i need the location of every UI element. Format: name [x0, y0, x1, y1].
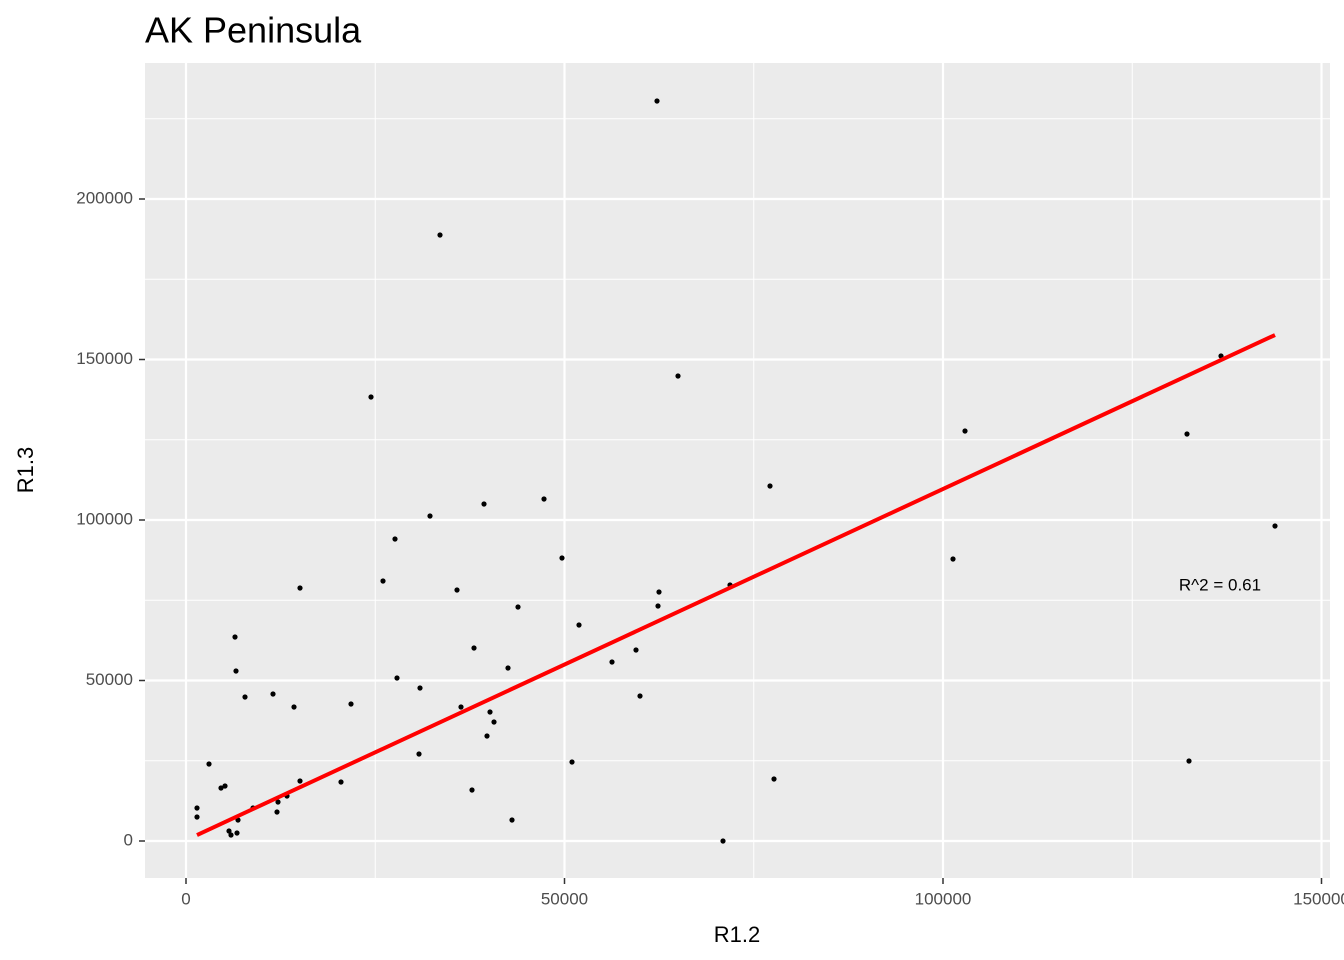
point	[234, 830, 240, 836]
point	[338, 779, 344, 785]
point	[655, 603, 661, 609]
point	[509, 817, 515, 823]
point	[491, 719, 497, 725]
x-tick-label: 0	[181, 889, 190, 908]
point	[541, 496, 547, 502]
point	[609, 659, 615, 665]
y-tick-label: 0	[124, 830, 133, 849]
point	[232, 634, 238, 640]
point	[270, 691, 276, 697]
point	[962, 428, 968, 434]
point	[656, 589, 662, 595]
x-tick-label: 100000	[915, 889, 972, 908]
x-tick-label: 50000	[541, 889, 588, 908]
point	[569, 759, 575, 765]
point	[637, 693, 643, 699]
point	[427, 513, 433, 519]
point	[1272, 523, 1278, 529]
point	[950, 556, 956, 562]
point	[242, 694, 248, 700]
point	[394, 675, 400, 681]
point	[368, 394, 374, 400]
chart-title: AK Peninsula	[145, 10, 362, 51]
y-tick-label: 200000	[76, 188, 133, 207]
point	[348, 701, 354, 707]
point	[720, 838, 726, 844]
point	[771, 776, 777, 782]
point	[481, 501, 487, 507]
fit-line	[196, 333, 1276, 837]
point	[1186, 758, 1192, 764]
y-tick-label: 150000	[76, 349, 133, 368]
point	[228, 832, 234, 838]
point	[297, 778, 303, 784]
point	[487, 709, 493, 715]
point	[233, 668, 239, 674]
point	[380, 578, 386, 584]
point	[417, 685, 423, 691]
point	[297, 585, 303, 591]
panel	[145, 63, 1330, 878]
point	[1184, 431, 1190, 437]
point	[484, 733, 490, 739]
point	[675, 373, 681, 379]
x-axis-title: R1.2	[714, 922, 760, 947]
point	[274, 809, 280, 815]
point	[471, 645, 477, 651]
point	[469, 787, 475, 793]
point	[226, 828, 232, 834]
y-tick-label: 50000	[86, 670, 133, 689]
point	[654, 98, 660, 104]
point	[437, 232, 443, 238]
point	[206, 761, 212, 767]
point	[194, 814, 200, 820]
point	[767, 483, 773, 489]
point	[392, 536, 398, 542]
point	[576, 622, 582, 628]
point	[515, 604, 521, 610]
point	[633, 647, 639, 653]
point	[222, 783, 228, 789]
y-tick-label: 100000	[76, 509, 133, 528]
point	[505, 665, 511, 671]
point	[194, 805, 200, 811]
point	[559, 555, 565, 561]
y-axis-title: R1.3	[13, 447, 38, 493]
point	[416, 751, 422, 757]
point	[454, 587, 460, 593]
point	[218, 785, 224, 791]
point	[458, 704, 464, 710]
point	[291, 704, 297, 710]
point	[275, 799, 281, 805]
annotation: R^2 = 0.61	[1179, 575, 1261, 594]
x-tick-label: 150000	[1293, 889, 1344, 908]
